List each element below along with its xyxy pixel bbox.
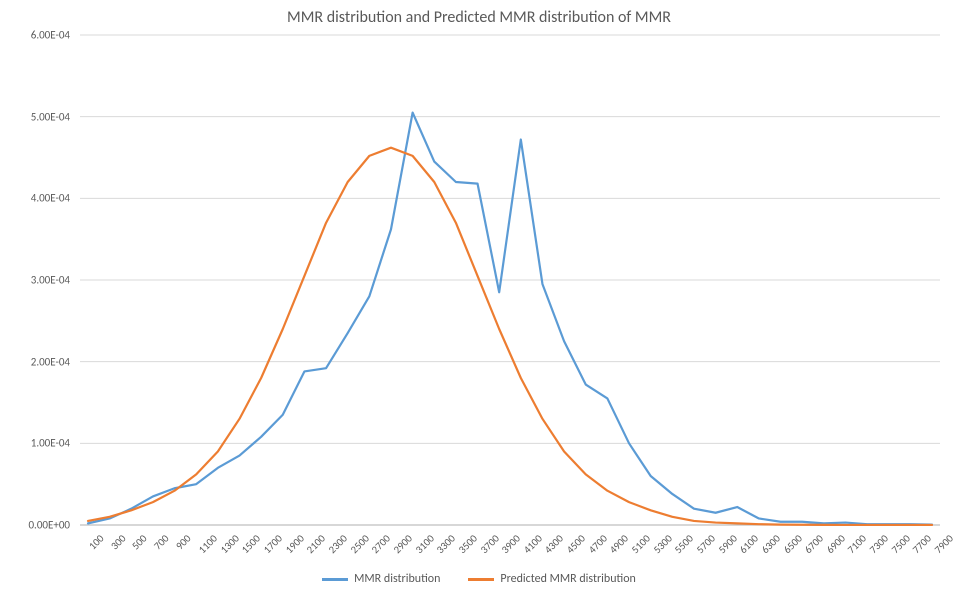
x-tick-label: 7500	[888, 532, 912, 556]
x-tick-label: 7700	[910, 532, 934, 556]
legend-label: MMR distribution	[354, 572, 440, 586]
x-tick-label: 1700	[261, 532, 285, 556]
x-tick-label: 7100	[845, 532, 869, 556]
y-tick-label: 0.00E+00	[28, 519, 70, 532]
chart-svg	[80, 35, 940, 525]
x-tick-label: 900	[173, 532, 193, 552]
x-tick-label: 3900	[499, 532, 523, 556]
x-tick-label: 3100	[412, 532, 436, 556]
x-tick-label: 5300	[650, 532, 674, 556]
x-tick-label: 3500	[456, 532, 480, 556]
legend-swatch-icon	[468, 578, 494, 581]
x-tick-label: 5700	[694, 532, 718, 556]
x-tick-label: 100	[86, 532, 106, 552]
x-tick-label: 5900	[715, 532, 739, 556]
x-axis-labels: 1003005007009001100130015001700190021002…	[80, 528, 940, 558]
x-tick-label: 6300	[759, 532, 783, 556]
x-tick-label: 4900	[607, 532, 631, 556]
chart-container: MMR distribution and Predicted MMR distr…	[0, 0, 958, 592]
y-tick-label: 2.00E-04	[31, 355, 70, 368]
legend-swatch-icon	[322, 578, 348, 581]
legend: MMR distribution Predicted MMR distribut…	[0, 572, 958, 586]
x-tick-label: 1300	[217, 532, 241, 556]
y-tick-label: 1.00E-04	[31, 437, 70, 450]
legend-item-predicted: Predicted MMR distribution	[468, 572, 635, 586]
x-tick-label: 6500	[780, 532, 804, 556]
x-tick-label: 700	[151, 532, 171, 552]
y-tick-label: 5.00E-04	[31, 110, 70, 123]
x-tick-label: 1900	[282, 532, 306, 556]
x-tick-label: 6100	[737, 532, 761, 556]
x-tick-label: 4100	[520, 532, 544, 556]
x-tick-label: 1500	[239, 532, 263, 556]
x-tick-label: 4700	[585, 532, 609, 556]
legend-item-mmr: MMR distribution	[322, 572, 440, 586]
x-tick-label: 300	[108, 532, 128, 552]
x-tick-label: 3700	[477, 532, 501, 556]
x-tick-label: 4300	[542, 532, 566, 556]
x-tick-label: 6900	[823, 532, 847, 556]
x-tick-label: 5100	[629, 532, 653, 556]
y-axis-labels: 0.00E+001.00E-042.00E-043.00E-044.00E-04…	[0, 35, 75, 525]
x-tick-label: 7900	[932, 532, 956, 556]
y-tick-label: 6.00E-04	[31, 29, 70, 42]
x-tick-label: 6700	[802, 532, 826, 556]
x-tick-label: 3300	[434, 532, 458, 556]
x-tick-label: 2700	[369, 532, 393, 556]
y-tick-label: 3.00E-04	[31, 274, 70, 287]
x-tick-label: 500	[129, 532, 149, 552]
chart-title: MMR distribution and Predicted MMR distr…	[0, 8, 958, 27]
x-tick-label: 7300	[867, 532, 891, 556]
x-tick-label: 1100	[196, 532, 220, 556]
x-tick-label: 2900	[391, 532, 415, 556]
x-tick-label: 2500	[347, 532, 371, 556]
legend-label: Predicted MMR distribution	[500, 572, 635, 586]
plot-area	[80, 35, 940, 525]
y-tick-label: 4.00E-04	[31, 192, 70, 205]
x-tick-label: 5500	[672, 532, 696, 556]
x-tick-label: 2300	[326, 532, 350, 556]
x-tick-label: 2100	[304, 532, 328, 556]
x-tick-label: 4500	[564, 532, 588, 556]
